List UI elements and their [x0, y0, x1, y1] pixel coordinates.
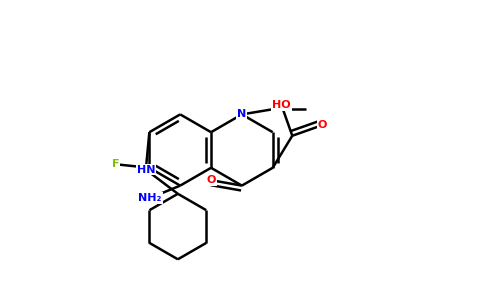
Text: O: O	[318, 120, 327, 130]
Text: NH₂: NH₂	[138, 193, 162, 203]
Text: F: F	[112, 159, 119, 169]
Text: N: N	[237, 110, 246, 119]
Text: HO: HO	[272, 100, 291, 110]
Text: O: O	[207, 175, 216, 185]
Text: HN: HN	[136, 165, 155, 175]
